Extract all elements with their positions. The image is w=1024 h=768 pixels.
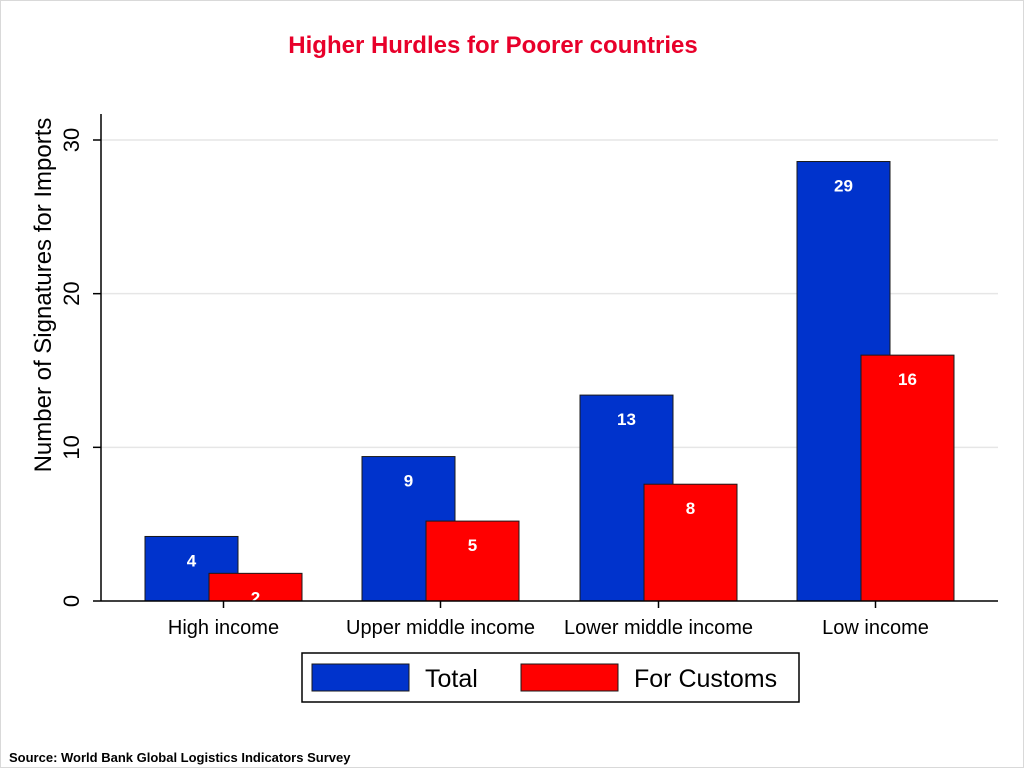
bar-for-customs-1 bbox=[425, 520, 520, 602]
data-label: 29 bbox=[834, 177, 853, 196]
source-note: Source: World Bank Global Logistics Indi… bbox=[9, 750, 351, 765]
legend-label-for-customs: For Customs bbox=[634, 665, 777, 693]
data-label: 16 bbox=[898, 370, 917, 389]
data-label: 2 bbox=[251, 588, 260, 607]
legend-swatch-total bbox=[311, 663, 410, 692]
x-tick-label: Upper middle income bbox=[346, 617, 535, 639]
data-label: 8 bbox=[686, 499, 695, 518]
data-label: 4 bbox=[187, 551, 197, 570]
data-label: 13 bbox=[617, 410, 636, 429]
legend-label-total: Total bbox=[425, 665, 478, 693]
data-label: 5 bbox=[468, 536, 477, 555]
x-tick-label: Lower middle income bbox=[564, 617, 753, 639]
x-tick-label: High income bbox=[168, 617, 279, 639]
y-axis-ticks: 0 10 20 30 bbox=[59, 128, 101, 607]
bar-for-customs-0 bbox=[208, 572, 303, 602]
legend-swatch-for-customs bbox=[520, 663, 619, 692]
chart-title: Higher Hurdles for Poorer countries bbox=[288, 32, 697, 59]
y-tick-label: 20 bbox=[59, 281, 84, 305]
x-axis-ticks: High income Upper middle income Lower midd… bbox=[168, 601, 929, 639]
data-label: 9 bbox=[404, 472, 413, 491]
y-tick-label: 30 bbox=[59, 128, 84, 152]
bar-for-customs-3 bbox=[860, 354, 955, 602]
bars-group bbox=[144, 161, 955, 602]
y-tick-label: 10 bbox=[59, 435, 84, 459]
legend: Total For Customs bbox=[301, 652, 800, 703]
bar-for-customs-2 bbox=[643, 483, 738, 602]
y-tick-label: 0 bbox=[59, 595, 84, 607]
y-axis-label: Number of Signatures for Imports bbox=[30, 118, 57, 473]
x-tick-label: Low income bbox=[822, 617, 929, 639]
